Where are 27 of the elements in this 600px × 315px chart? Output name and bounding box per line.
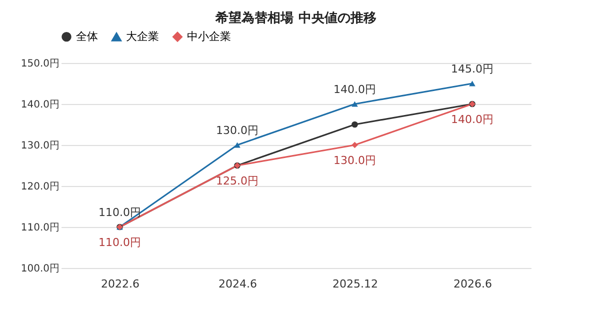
legend-label: 中小企業 (187, 30, 231, 43)
data-label: 130.0円 (216, 124, 258, 137)
data-label: 110.0円 (98, 206, 141, 219)
y-tick-label: 120.0円 (20, 182, 60, 192)
y-tick-label: 100.0円 (20, 264, 60, 274)
chart-title: 希望為替相場 中央値の推移 (214, 10, 376, 26)
point (352, 142, 358, 148)
point (469, 80, 476, 86)
data-label: 145.0円 (451, 62, 494, 76)
data-label: 110.0円 (98, 236, 141, 249)
data-label: 125.0円 (216, 174, 258, 188)
x-tick-label: 2024.6 (218, 278, 257, 290)
y-tick-label: 140.0円 (20, 100, 60, 110)
point (352, 121, 358, 128)
data-label: 140.0円 (451, 113, 494, 126)
x-tick-label: 2022.6 (101, 278, 140, 290)
x-tick-label: 2026.6 (454, 278, 492, 290)
point (234, 142, 240, 148)
legend-label: 大企業 (126, 30, 159, 44)
y-tick-label: 150.0円 (20, 58, 60, 70)
y-tick-label: 130.0円 (20, 140, 60, 152)
legend-label: 全体 (76, 30, 98, 43)
y-tick-label: 110.0円 (20, 222, 60, 234)
point (352, 101, 358, 107)
data-label: 140.0円 (334, 83, 376, 96)
data-label: 130.0円 (334, 154, 376, 167)
x-tick-label: 2025.12 (332, 278, 378, 290)
